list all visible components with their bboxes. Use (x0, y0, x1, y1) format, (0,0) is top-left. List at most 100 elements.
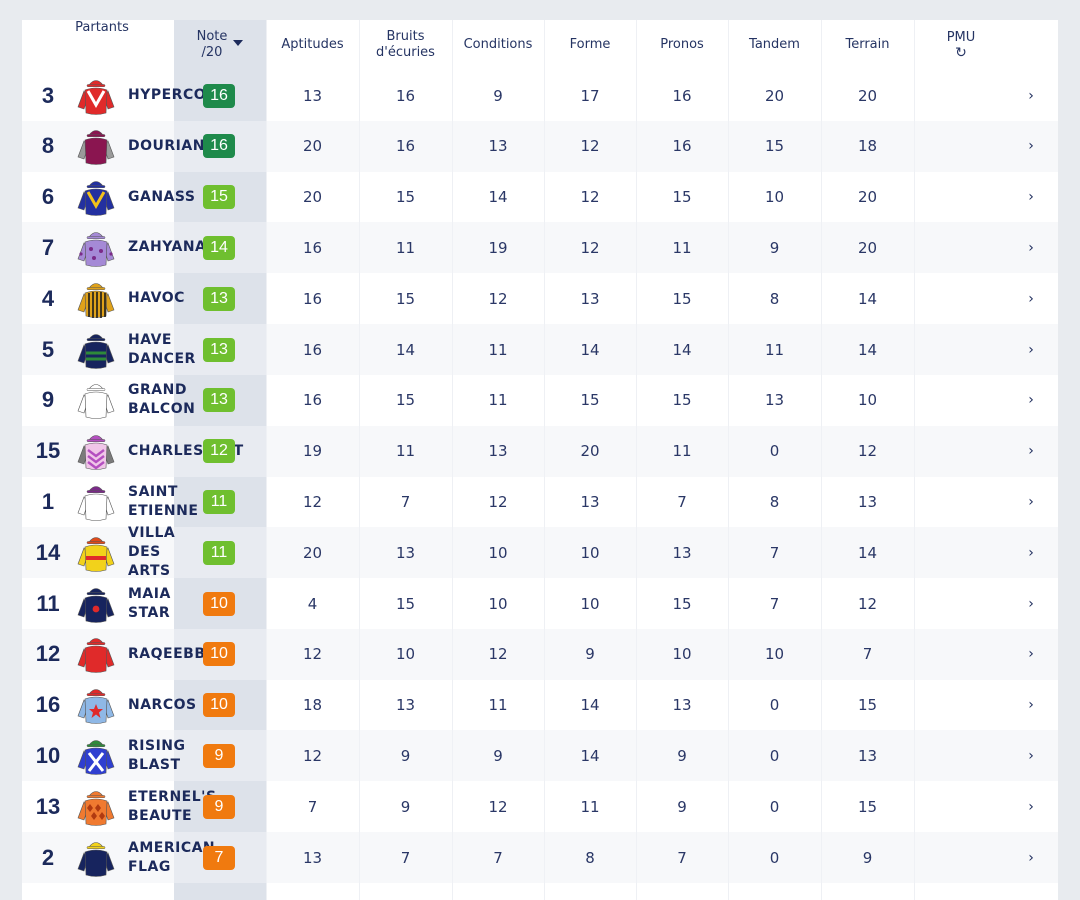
header-bruits[interactable]: Bruits d'écuries (359, 20, 452, 70)
score-forme: 12 (580, 238, 600, 257)
runner-number: 4 (41, 285, 55, 311)
header-forme[interactable]: Forme (544, 20, 636, 70)
chevron-right-icon[interactable]: › (1028, 392, 1034, 409)
horse-name[interactable]: SAINT ETIENNE (128, 483, 199, 519)
score-aptitudes: 7 (307, 797, 318, 816)
table-row[interactable]: 15 CHARLESQUIT 12 19 11 13 20 11 0 12 › (22, 425, 1058, 477)
score-tandem: 15 (764, 137, 785, 156)
header-terrain-label: Terrain (845, 37, 890, 52)
header-partants[interactable]: Partants (75, 20, 129, 35)
table-row[interactable]: 3 HYPERCOR 16 13 16 9 17 16 20 20 › (22, 70, 1058, 121)
horse-name[interactable]: HAVE DANCER (128, 331, 196, 367)
table-row[interactable]: 1 SAINT ETIENNE 11 12 7 12 13 7 8 13 › (22, 476, 1058, 527)
header-note-sort[interactable]: Note /20 (174, 20, 266, 70)
score-conditions: 12 (488, 797, 508, 816)
score-forme: 17 (580, 86, 600, 105)
score-conditions: 12 (488, 289, 508, 308)
score-badge: 10 (203, 591, 235, 616)
jockey-silk-icon (76, 578, 116, 629)
chevron-right-icon[interactable]: › (1028, 87, 1034, 104)
table-row[interactable]: 16 NARCOS 10 18 13 11 14 13 0 15 › (22, 680, 1058, 731)
horse-name[interactable]: VILLA DES ARTS (128, 525, 176, 580)
runner-number: 6 (41, 184, 55, 210)
chevron-right-icon[interactable]: › (1028, 493, 1034, 510)
header-aptitudes[interactable]: Aptitudes (266, 20, 359, 70)
header-terrain[interactable]: Terrain (821, 20, 914, 70)
score-pronos: 15 (672, 391, 692, 410)
header-pronos[interactable]: Pronos (636, 20, 728, 70)
chevron-right-icon[interactable]: › (1028, 189, 1034, 206)
table-row[interactable]: 7 ZAHYANA 14 16 11 19 12 11 9 20 › (22, 222, 1058, 274)
caret-down-icon[interactable] (233, 40, 244, 46)
chevron-right-icon[interactable]: › (1028, 798, 1034, 815)
horse-name[interactable]: AMERICAN FLAG (128, 839, 216, 875)
chevron-right-icon[interactable]: › (1028, 443, 1034, 460)
horse-name[interactable]: GRAND BALCON (128, 382, 196, 418)
horse-name[interactable]: RISING BLAST (128, 737, 186, 773)
score-badge: 16 (203, 83, 235, 108)
horse-name[interactable]: HYPERCOR (128, 87, 218, 103)
chevron-right-icon[interactable]: › (1028, 239, 1034, 256)
jockey-silk-icon (76, 273, 116, 324)
chevron-right-icon[interactable]: › (1028, 341, 1034, 358)
table-row[interactable]: 8 DOURIANN 16 20 16 13 12 16 15 18 › (22, 120, 1058, 172)
score-bruits: 15 (395, 289, 416, 308)
score-bruits: 13 (395, 543, 416, 562)
score-tandem: 8 (769, 492, 780, 511)
horse-name[interactable]: MAIA STAR (128, 585, 171, 621)
horse-name[interactable]: RAQEEBB (128, 645, 206, 662)
score-conditions: 13 (488, 442, 508, 461)
note-cell: 16 (202, 70, 236, 121)
score-aptitudes: 12 (302, 645, 323, 664)
chevron-right-icon[interactable]: › (1028, 646, 1034, 663)
chevron-right-icon[interactable]: › (1028, 138, 1034, 155)
score-badge: 14 (203, 235, 235, 260)
table-row[interactable]: 14 VILLA DES ARTS 11 20 13 10 10 13 7 14 › (22, 525, 1058, 580)
table-row[interactable]: 10 RISING BLAST 9 12 9 9 14 9 0 13 › (22, 730, 1058, 782)
table-row[interactable]: 4 HAVOC 13 16 15 12 13 15 8 14 › (22, 273, 1058, 324)
score-pronos: 15 (672, 188, 692, 207)
score-pronos: 11 (672, 442, 692, 461)
table-row[interactable]: 13 ETERNEL'S BEAUTE 9 7 9 12 11 9 0 15 › (22, 781, 1058, 832)
chevron-right-icon[interactable]: › (1028, 544, 1034, 561)
table-row[interactable]: 2 AMERICAN FLAG 7 13 7 7 8 7 0 9 › (22, 832, 1058, 883)
score-terrain: 10 (857, 391, 878, 410)
score-aptitudes: 20 (302, 137, 323, 156)
table-row[interactable]: 9 GRAND BALCON 13 16 15 11 15 15 13 10 › (22, 375, 1058, 426)
horse-name[interactable]: ZAHYANA (128, 239, 207, 256)
refresh-icon[interactable]: ↻ (955, 45, 967, 61)
score-aptitudes: 16 (302, 238, 323, 257)
horse-name[interactable]: GANASS (128, 188, 196, 205)
header-pmu-label: PMU (946, 30, 976, 45)
table-row[interactable]: 6 GANASS 15 20 15 14 12 15 10 20 › (22, 172, 1058, 223)
jockey-silk-icon (77, 384, 115, 420)
score-pronos: 9 (677, 797, 687, 816)
score-tandem: 0 (769, 746, 780, 765)
chevron-right-icon[interactable]: › (1028, 849, 1034, 866)
header-pmu[interactable]: PMU ↻ (914, 20, 1008, 70)
score-terrain: 13 (857, 746, 878, 765)
score-aptitudes: 20 (302, 188, 323, 207)
chevron-right-icon[interactable]: › (1028, 290, 1034, 307)
table-row[interactable]: 12 RAQEEBB 10 12 10 12 9 10 10 7 › (22, 628, 1058, 680)
chevron-right-icon[interactable]: › (1028, 747, 1034, 764)
score-bruits: 14 (395, 340, 416, 359)
table-row[interactable]: 5 HAVE DANCER 13 16 14 11 14 14 11 14 › (22, 324, 1058, 375)
horse-name[interactable]: NARCOS (128, 696, 197, 713)
score-terrain: 9 (862, 848, 873, 867)
note-cell: 13 (202, 375, 236, 426)
score-forme: 8 (585, 848, 595, 867)
horse-name[interactable]: DOURIANN (128, 137, 218, 154)
chevron-right-icon[interactable]: › (1028, 595, 1034, 612)
jockey-silk-icon (76, 730, 116, 781)
score-aptitudes: 13 (302, 848, 323, 867)
score-conditions: 11 (488, 340, 508, 359)
horse-name[interactable]: ETERNEL'S BEAUTE (128, 788, 217, 824)
chevron-right-icon[interactable]: › (1028, 697, 1034, 714)
header-tandem[interactable]: Tandem (728, 20, 821, 70)
table-row[interactable]: 11 MAIA STAR 10 4 15 10 10 15 7 12 › (22, 578, 1058, 629)
score-badge: 13 (203, 337, 235, 362)
horse-name[interactable]: HAVOC (128, 290, 185, 307)
jockey-silk-icon (77, 181, 115, 216)
header-conditions[interactable]: Conditions (452, 20, 544, 70)
